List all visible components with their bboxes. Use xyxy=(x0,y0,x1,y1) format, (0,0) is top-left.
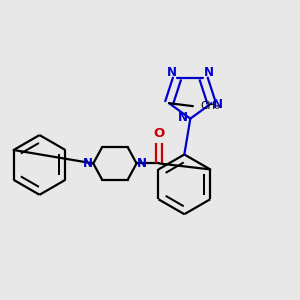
Text: N: N xyxy=(167,66,177,79)
Text: N: N xyxy=(83,157,93,170)
Text: N: N xyxy=(213,98,223,111)
Text: N: N xyxy=(178,111,188,124)
Text: CH₃: CH₃ xyxy=(200,101,220,111)
Text: N: N xyxy=(137,157,147,170)
Text: O: O xyxy=(153,127,165,140)
Text: N: N xyxy=(204,66,214,79)
